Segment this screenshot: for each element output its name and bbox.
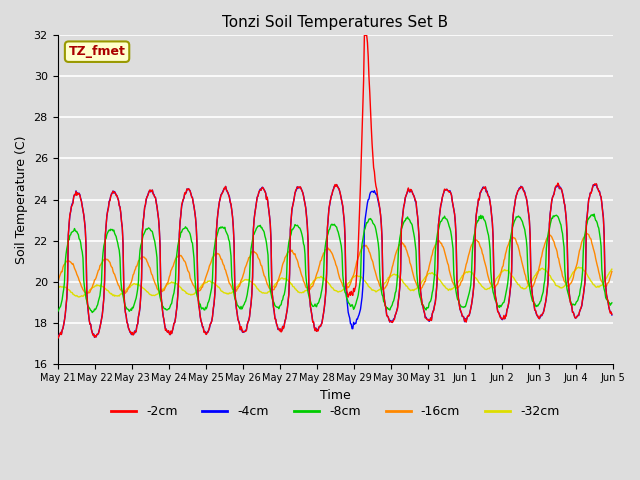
- Y-axis label: Soil Temperature (C): Soil Temperature (C): [15, 135, 28, 264]
- X-axis label: Time: Time: [320, 389, 351, 402]
- Text: TZ_fmet: TZ_fmet: [68, 45, 125, 58]
- Legend: -2cm, -4cm, -8cm, -16cm, -32cm: -2cm, -4cm, -8cm, -16cm, -32cm: [106, 400, 564, 423]
- Title: Tonzi Soil Temperatures Set B: Tonzi Soil Temperatures Set B: [222, 15, 448, 30]
